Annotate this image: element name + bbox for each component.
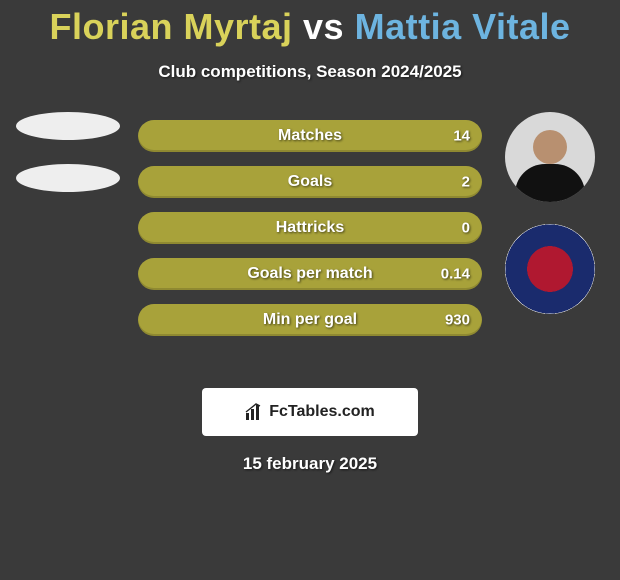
stat-bar-label: Goals bbox=[288, 173, 332, 191]
title-player1: Florian Myrtaj bbox=[49, 6, 292, 47]
stat-bar-label: Matches bbox=[278, 127, 342, 145]
stat-bar-right-value: 2 bbox=[462, 174, 470, 191]
stat-bar: Goals per match 0.14 bbox=[138, 258, 482, 290]
right-player-column bbox=[500, 112, 600, 336]
stat-bar-label: Goals per match bbox=[247, 265, 372, 283]
subtitle: Club competitions, Season 2024/2025 bbox=[0, 62, 620, 82]
left-placeholder-shape bbox=[16, 112, 120, 140]
bar-chart-icon bbox=[245, 403, 263, 421]
stats-area: Matches 14 Goals 2 Hattricks 0 Goals per match… bbox=[0, 120, 620, 360]
title-player2: Mattia Vitale bbox=[355, 6, 571, 47]
player-avatar bbox=[505, 112, 595, 202]
page-title: Florian Myrtaj vs Mattia Vitale bbox=[0, 0, 620, 48]
stat-bar: Min per goal 930 bbox=[138, 304, 482, 336]
stat-bar: Goals 2 bbox=[138, 166, 482, 198]
stat-bar: Hattricks 0 bbox=[138, 212, 482, 244]
source-badge: FcTables.com bbox=[202, 388, 418, 436]
stat-bars: Matches 14 Goals 2 Hattricks 0 Goals per match… bbox=[138, 120, 482, 350]
date-label: 15 february 2025 bbox=[0, 454, 620, 474]
club-crest bbox=[505, 224, 595, 314]
title-vs: vs bbox=[303, 6, 344, 47]
stat-bar-right-value: 930 bbox=[445, 312, 470, 329]
stat-bar-right-value: 0.14 bbox=[441, 266, 470, 283]
left-placeholder-shape bbox=[16, 164, 120, 192]
stat-bar: Matches 14 bbox=[138, 120, 482, 152]
stat-bar-right-value: 0 bbox=[462, 220, 470, 237]
left-player-column bbox=[8, 112, 128, 216]
stat-bar-label: Hattricks bbox=[276, 219, 344, 237]
stat-bar-right-value: 14 bbox=[453, 128, 470, 145]
source-badge-text: FcTables.com bbox=[269, 403, 375, 421]
infographic-root: Florian Myrtaj vs Mattia Vitale Club com… bbox=[0, 0, 620, 580]
stat-bar-label: Min per goal bbox=[263, 311, 357, 329]
